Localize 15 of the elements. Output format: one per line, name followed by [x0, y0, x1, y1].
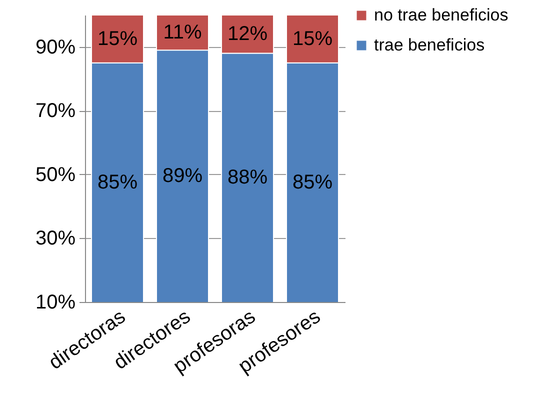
y-tick-label: 10%	[35, 292, 76, 314]
y-tick-label: 90%	[35, 36, 76, 58]
data-label: 11%	[163, 22, 202, 44]
data-label: 89%	[162, 165, 203, 188]
data-label: 15%	[292, 28, 333, 50]
legend-label: no trae beneficios	[374, 6, 508, 24]
data-label: 15%	[97, 28, 138, 50]
data-label: 85%	[292, 171, 333, 194]
data-label: 12%	[227, 23, 268, 46]
y-tick-label: 70%	[35, 100, 76, 122]
y-tick-label: 50%	[35, 164, 76, 186]
data-label: 85%	[97, 171, 138, 194]
data-label: 88%	[227, 166, 268, 189]
legend-label: trae beneficios	[374, 36, 485, 54]
y-tick-label: 30%	[35, 228, 76, 250]
